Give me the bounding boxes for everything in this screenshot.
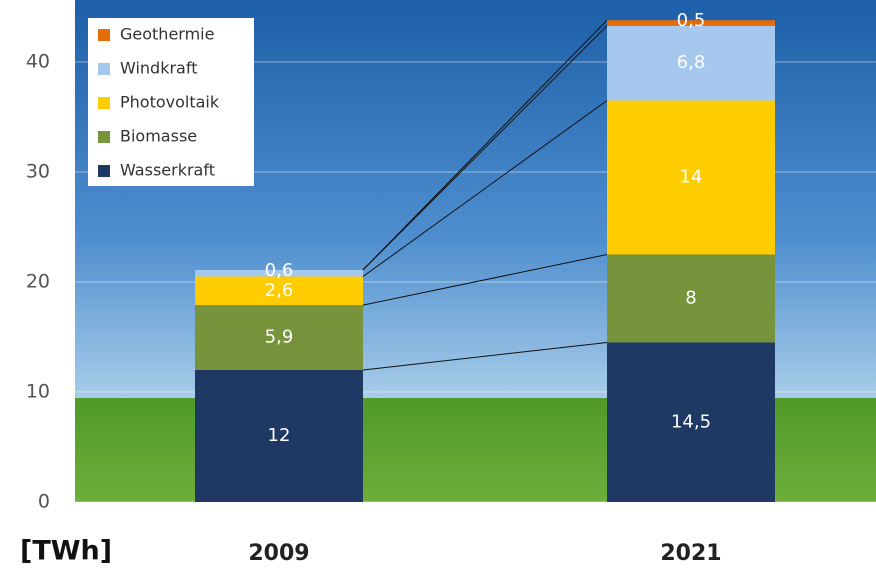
- value-label: 12: [268, 425, 291, 446]
- legend-swatch: [98, 97, 110, 109]
- legend-swatch: [98, 63, 110, 75]
- legend-label: Geothermie: [120, 25, 214, 44]
- legend-label: Wasserkraft: [120, 161, 215, 180]
- y-tick-label: 30: [26, 161, 50, 183]
- legend-swatch: [98, 165, 110, 177]
- legend-label: Windkraft: [120, 59, 197, 78]
- value-label: 8: [685, 288, 696, 309]
- value-label: 6,8: [677, 52, 706, 73]
- chart: 0 10 20 30 40 2009 12 5,9 2,60,6 2021 14,5 8 14 6,8 0,…: [0, 0, 876, 577]
- value-label: 14,5: [671, 411, 711, 432]
- y-tick-label: 10: [26, 381, 50, 403]
- y-tick-label: 40: [26, 51, 50, 73]
- y-tick-label: 0: [38, 491, 50, 513]
- legend-swatch: [98, 131, 110, 143]
- x-tick-label: 2009: [248, 541, 309, 566]
- legend-label: Photovoltaik: [120, 93, 220, 112]
- y-axis-label: [TWh]: [20, 536, 112, 567]
- y-tick-label: 20: [26, 271, 50, 293]
- value-label: 5,9: [265, 327, 294, 348]
- x-tick-label: 2021: [660, 541, 721, 566]
- legend: Wasserkraft Biomasse Photovoltaik Windkraft…: [88, 18, 254, 186]
- value-label: 0,5: [677, 10, 706, 31]
- value-label: 14: [680, 167, 703, 188]
- legend-label: Biomasse: [120, 127, 197, 146]
- value-label: 0,6: [265, 260, 294, 281]
- legend-swatch: [98, 29, 110, 41]
- value-label: 2,6: [265, 280, 294, 301]
